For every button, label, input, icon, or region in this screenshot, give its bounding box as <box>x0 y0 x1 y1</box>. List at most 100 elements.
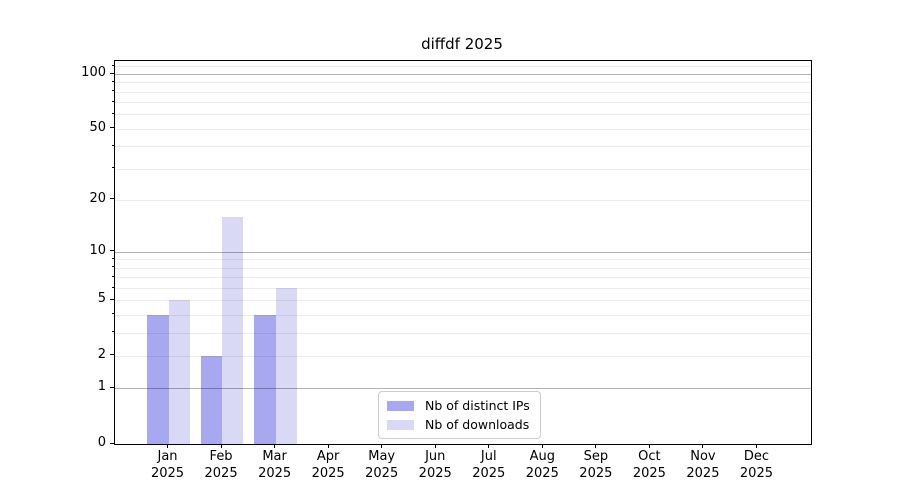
x-tick-label: Feb 2025 <box>189 448 253 482</box>
x-tick-year: 2025 <box>150 466 185 481</box>
y-tick-mark <box>110 127 114 129</box>
minor-gridline <box>115 267 811 269</box>
x-tick-label: Jan 2025 <box>136 448 200 482</box>
x-tick-label: Jun 2025 <box>403 448 467 482</box>
x-tick-mark <box>702 444 704 448</box>
x-tick-year: 2025 <box>418 466 452 481</box>
x-tick-year: 2025 <box>258 466 292 481</box>
x-tick-year: 2025 <box>365 466 399 481</box>
minor-gridline <box>115 355 811 357</box>
y-minor-tick-mark <box>112 266 114 268</box>
x-tick-month: Mar <box>262 449 287 464</box>
y-tick-label: 2 <box>97 346 106 362</box>
minor-gridline <box>115 66 811 68</box>
x-tick-mark <box>327 444 329 448</box>
y-minor-tick-mark <box>112 257 114 259</box>
y-tick-label: 10 <box>89 242 106 258</box>
minor-gridline <box>115 91 811 93</box>
x-tick-mark <box>167 444 169 448</box>
bar <box>275 288 298 444</box>
y-tick-mark <box>110 198 114 200</box>
x-tick-mark <box>274 444 276 448</box>
minor-gridline <box>115 168 811 170</box>
x-tick-year: 2025 <box>686 466 720 481</box>
y-tick-label: 5 <box>97 291 106 307</box>
x-tick-month: May <box>368 449 396 464</box>
x-tick-mark <box>595 444 597 448</box>
major-gridline <box>115 74 811 76</box>
x-tick-label: Nov 2025 <box>671 448 735 482</box>
y-minor-tick-mark <box>112 331 114 333</box>
legend-row: Nb of distinct IPs <box>387 398 530 413</box>
x-tick-mark <box>541 444 543 448</box>
y-tick-label: 1 <box>97 379 106 395</box>
bar <box>222 216 244 444</box>
y-minor-tick-mark <box>112 90 114 92</box>
x-tick-label: May 2025 <box>350 448 414 482</box>
minor-gridline <box>115 259 811 261</box>
minor-gridline <box>115 277 811 279</box>
bar <box>200 355 223 444</box>
legend-label: Nb of downloads <box>425 417 530 432</box>
y-tick-mark <box>110 386 114 388</box>
y-minor-tick-mark <box>112 80 114 82</box>
x-tick-label: Jul 2025 <box>457 448 521 482</box>
x-tick-year: 2025 <box>632 466 666 481</box>
y-minor-tick-mark <box>112 100 114 102</box>
bar <box>254 315 276 444</box>
major-gridline <box>115 251 811 253</box>
minor-gridline <box>115 146 811 148</box>
legend-label: Nb of distinct IPs <box>425 398 530 413</box>
x-tick-year: 2025 <box>739 466 773 481</box>
x-tick-mark <box>220 444 222 448</box>
x-tick-mark <box>381 444 383 448</box>
y-tick-label: 50 <box>89 119 106 135</box>
minor-gridline <box>115 128 811 130</box>
y-tick-label: 20 <box>89 190 106 206</box>
chart-title: diffdf 2025 <box>421 35 503 53</box>
x-tick-year: 2025 <box>579 466 613 481</box>
legend-row: Nb of downloads <box>387 417 530 432</box>
y-tick-mark <box>110 298 114 300</box>
x-tick-year: 2025 <box>204 466 238 481</box>
x-tick-month: Sep <box>583 449 609 464</box>
minor-gridline <box>115 114 811 116</box>
x-tick-month: Feb <box>209 449 233 464</box>
x-tick-label: Apr 2025 <box>296 448 360 482</box>
x-tick-year: 2025 <box>472 466 506 481</box>
major-gridline <box>115 388 811 390</box>
x-tick-label: Mar 2025 <box>243 448 307 482</box>
bar <box>147 315 169 444</box>
y-tick-mark <box>110 72 114 74</box>
x-tick-label: Aug 2025 <box>510 448 574 482</box>
x-tick-year: 2025 <box>525 466 559 481</box>
minor-gridline <box>115 102 811 104</box>
y-tick-label: 100 <box>81 65 106 81</box>
x-tick-month: Oct <box>638 449 661 464</box>
minor-gridline <box>115 300 811 302</box>
y-minor-tick-mark <box>112 112 114 114</box>
x-tick-label: Sep 2025 <box>564 448 628 482</box>
legend: Nb of distinct IPs Nb of downloads <box>378 391 541 439</box>
legend-swatch-distinct-ips <box>387 400 414 411</box>
y-tick-mark <box>110 354 114 356</box>
x-tick-mark <box>648 444 650 448</box>
y-tick-label: 0 <box>97 435 106 450</box>
x-tick-label: Dec 2025 <box>724 448 788 482</box>
x-tick-mark <box>488 444 490 448</box>
x-tick-mark <box>434 444 436 448</box>
minor-gridline <box>115 82 811 84</box>
minor-gridline <box>115 314 811 316</box>
x-tick-month: Dec <box>743 449 770 464</box>
minor-gridline <box>115 199 811 201</box>
x-tick-month: Jul <box>480 449 497 464</box>
x-tick-mark <box>755 444 757 448</box>
legend-swatch-downloads <box>387 419 414 430</box>
x-tick-label: Oct 2025 <box>617 448 681 482</box>
minor-gridline <box>115 288 811 289</box>
x-tick-year: 2025 <box>311 466 345 481</box>
y-minor-tick-mark <box>112 313 114 315</box>
y-tick-mark <box>110 442 114 444</box>
x-tick-month: Jun <box>425 449 446 464</box>
